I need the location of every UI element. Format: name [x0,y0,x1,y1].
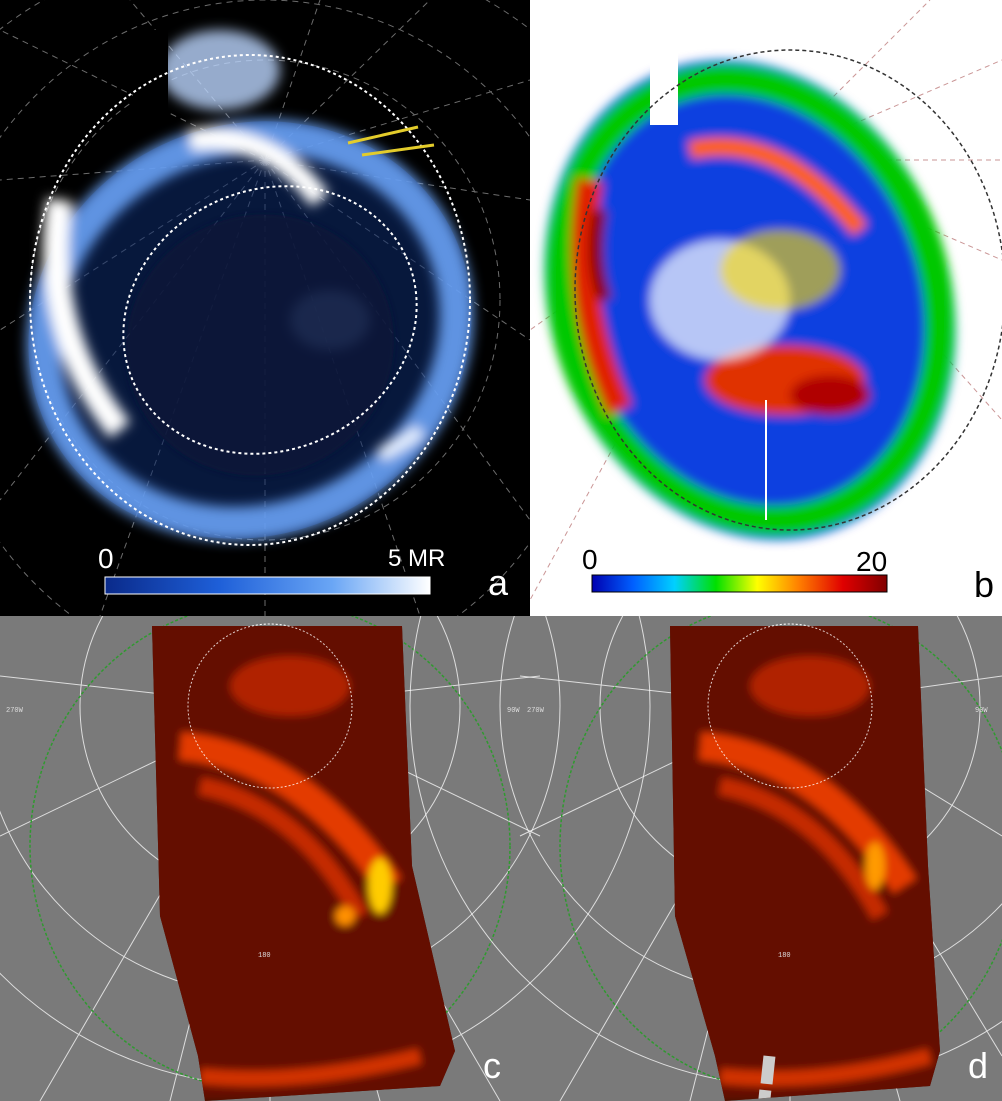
color-map-image [530,0,1002,601]
grid-label-d-bottom: 180 [778,952,791,960]
grid-label-d-right: 90W [975,707,988,715]
grid-label-d-left: 270W [527,707,544,715]
grid-label-c-right: 90W [507,707,520,715]
panel-cd-infrared: 270W 90W 180 270W 90W 180 c d [0,616,1002,1101]
colorbar-b-max: 20 [856,546,888,577]
colorbar-a-min: 0 [98,543,114,574]
emission-region [544,59,956,541]
panel-b-label: b [974,564,995,605]
colorbar-a-max: 5 MR [388,545,446,572]
infrared-images [0,616,1002,1101]
colorbar-b-min: 0 [582,544,598,575]
boundary-b [574,49,1002,531]
marker-line [347,125,419,145]
panel-c-label: c [483,1045,501,1086]
panel-b-color-map: 0 20 b [530,0,1002,616]
grid-label-c-left: 270W [6,707,23,715]
inner-boundary [122,185,418,455]
infrared-image-c [152,626,455,1101]
panel-d-label: d [968,1045,989,1086]
outer-boundary [29,54,471,546]
panel-a-uv-aurora: 0 5 MR a [0,0,530,616]
infrared-image-d [670,626,940,1101]
grid-label-c-bottom: 180 [258,952,271,960]
oval-d [559,616,1002,1092]
colorbar-b [591,574,888,593]
uv-aurora-image [0,0,530,616]
colorbar-a [104,576,431,595]
marker-line [361,143,435,157]
panel-a-label: a [488,562,509,603]
